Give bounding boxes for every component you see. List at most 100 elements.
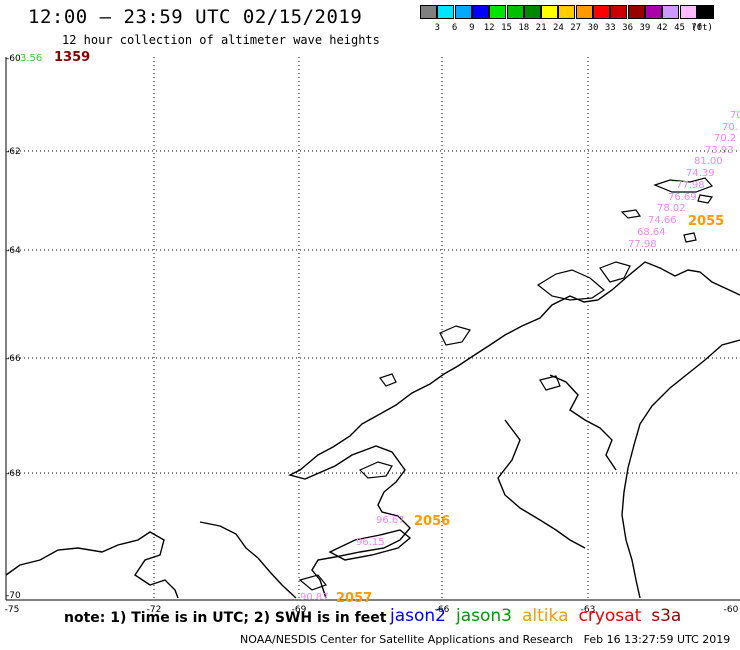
- coastline-detail-south: [328, 529, 412, 561]
- wave-height: 68.64: [637, 227, 666, 238]
- wave-height: 70: [730, 110, 740, 121]
- wave-track-1: 70 70. 70.2 73.93 81.00 74.39 77.98 76.6…: [628, 110, 740, 250]
- header-value: 3.56: [20, 53, 42, 64]
- pass-time-2057: 2057: [336, 591, 372, 606]
- wave-height: 70.2: [714, 133, 736, 144]
- island-brabant: [599, 261, 631, 283]
- islands: [298, 177, 714, 591]
- chart-subtitle: 12 hour collection of altimeter wave hei…: [62, 33, 380, 47]
- pass-time-2056: 2056: [414, 514, 450, 529]
- wave-height: 73.93: [705, 145, 734, 156]
- chart-title: 12:00 – 23:59 UTC 02/15/2019: [28, 6, 363, 28]
- coastline-east-peninsula: [621, 339, 740, 599]
- satellite-jason3: jason3: [456, 606, 512, 626]
- legend-swatch: [627, 5, 645, 19]
- lat-labels: -60 -62 -64 -66 -68 -70: [6, 54, 21, 601]
- legend-level-label: 18: [518, 23, 530, 33]
- legend-level-label: 42: [656, 23, 668, 33]
- wave-height: 78.02: [657, 203, 686, 214]
- pass-time-2055: 2055: [688, 214, 724, 229]
- wave-height: 90.87: [300, 592, 329, 603]
- legend-level-label: 15: [501, 23, 512, 33]
- wave-height: 77.98: [628, 239, 657, 250]
- legend-level-label: 12: [483, 23, 495, 33]
- island-group-7: [358, 461, 393, 479]
- satellite-altika: altika: [522, 606, 569, 626]
- lat-label-66: -66: [6, 354, 21, 364]
- legend-level-label: 9: [469, 23, 475, 33]
- wave-height: 76.69: [668, 192, 697, 203]
- wave-height: 70.: [722, 122, 738, 133]
- legend-level-label: 6: [451, 23, 458, 33]
- island-group-8: [539, 375, 561, 391]
- legend-level-label: 45: [674, 23, 685, 33]
- lon-label-75: -75: [5, 605, 20, 615]
- lon-labels: -75 -72 -69 -66 -63 -60: [5, 605, 739, 615]
- wave-height: 74.39: [686, 168, 715, 179]
- legend-swatch: [696, 5, 714, 19]
- legend-level-label: 36: [622, 23, 634, 33]
- legend-swatch: [523, 5, 541, 19]
- legend-swatch: [437, 5, 455, 19]
- island-group-1: [653, 177, 714, 193]
- lat-label-60: -60: [6, 54, 21, 64]
- legend-swatch: [489, 5, 507, 19]
- generated-timestamp: Feb 16 13:27:59 UTC 2019: [583, 633, 731, 646]
- satellite-cryosat: cryosat: [578, 606, 642, 626]
- legend-swatch: [593, 5, 610, 19]
- legend-level-label: 21: [535, 23, 547, 33]
- lon-label-60: -60: [724, 605, 739, 615]
- wave-height: 96.67: [376, 515, 405, 526]
- graticule: [8, 57, 740, 598]
- coastline-antarctic-peninsula: [288, 261, 740, 599]
- satellite-legend: jason2 jason3 altika cryosat s3a: [390, 606, 691, 626]
- coastline-ice-shelf: [497, 419, 586, 549]
- wave-height: 96.15: [356, 537, 385, 548]
- legend-swatch: [454, 5, 472, 19]
- header-pass-time: 1359: [54, 50, 90, 65]
- coastline-alexander-island: [199, 521, 297, 599]
- wave-height: 74.66: [648, 215, 677, 226]
- legend-swatch: [575, 5, 593, 19]
- credit-text: NOAA/NESDIS Center for Satellite Applica…: [240, 633, 574, 646]
- legend-level-label: 24: [552, 23, 564, 33]
- legend-level-label: 33: [604, 23, 616, 33]
- credit-line: NOAA/NESDIS Center for Satellite Applica…: [240, 633, 730, 646]
- island-group-4: [683, 232, 697, 243]
- island-group-6: [379, 373, 397, 387]
- island-group-9: [298, 574, 327, 591]
- coastline-ronne-front: [5, 531, 179, 599]
- lat-label-64: -64: [6, 246, 21, 256]
- coastline-inner-peninsula: [549, 374, 617, 471]
- legend-unit: (ft): [691, 23, 713, 33]
- wave-height: 77.98: [676, 180, 705, 191]
- coastlines: [5, 261, 740, 599]
- island-group-2: [697, 194, 714, 204]
- lat-label-68: -68: [6, 469, 21, 479]
- legend-swatch: [662, 5, 680, 19]
- lon-label-69: -69: [292, 605, 307, 615]
- lat-label-62: -62: [6, 147, 21, 157]
- wave-height: 81.00: [694, 156, 723, 167]
- legend-level-label: 3: [434, 23, 440, 33]
- lon-label-63: -63: [581, 605, 596, 615]
- island-group-5: [439, 325, 471, 346]
- wave-track-2: 96.67 96.15 90.87: [300, 515, 405, 603]
- legend-swatch: [644, 5, 662, 19]
- legend-level-label: 27: [570, 23, 582, 33]
- legend-level-label: 70: [691, 23, 703, 33]
- legend-swatch: [541, 5, 559, 19]
- legend-swatch: [420, 5, 437, 19]
- legend-swatch: [506, 5, 524, 19]
- legend-swatch: [471, 5, 489, 19]
- lon-label-72: -72: [147, 605, 162, 615]
- island-anvers: [536, 269, 605, 301]
- notes: note: 1) Time is in UTC; 2) SWH is in fe…: [64, 610, 387, 626]
- legend-swatch: [558, 5, 576, 19]
- satellite-jason2: jason2: [390, 606, 446, 626]
- island-group-3: [620, 209, 642, 219]
- legend-level-label: 30: [587, 23, 599, 33]
- satellite-s3a: s3a: [651, 606, 682, 626]
- legend-swatch: [610, 5, 628, 19]
- legend-level-label: 39: [639, 23, 651, 33]
